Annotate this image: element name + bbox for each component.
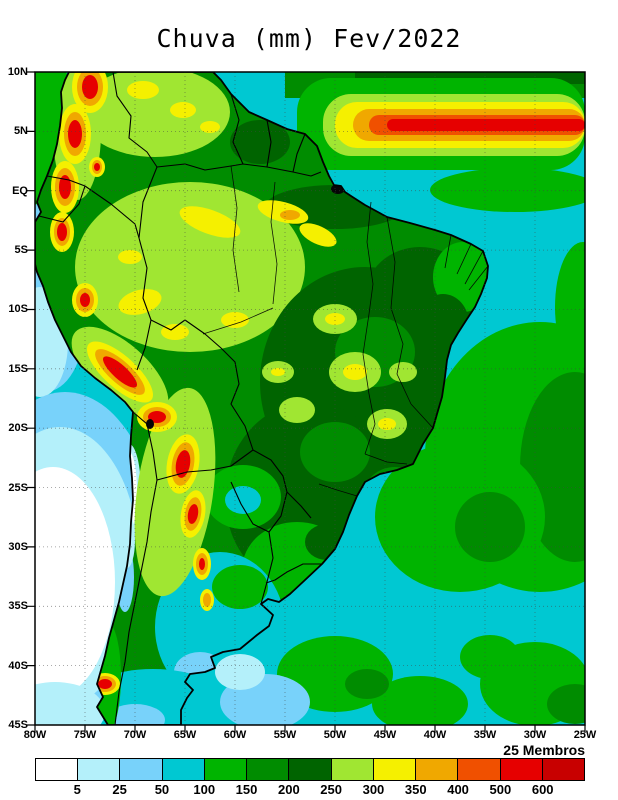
legend-color-segment [162, 759, 205, 780]
lat-tick-label: 40S [8, 659, 28, 672]
lon-axis: 80W 75W 70W 65W 60W 55W 50W 45W 40W 35W 30W 25W [24, 729, 597, 743]
legend-color-segment [247, 759, 290, 780]
lat-tick-label: 35S [8, 600, 28, 613]
itcz-band [297, 78, 585, 170]
legend-value-label: 400 [447, 782, 469, 797]
precip-map-svg [27, 71, 586, 733]
legend-value-label: 200 [277, 782, 300, 797]
lon-tick-label: 35W [473, 729, 497, 741]
legend-color-segment [36, 759, 79, 780]
lat-tick-label: EQ [12, 184, 28, 197]
lat-tick-label: 5N [13, 125, 28, 138]
lon-tick-label: 60W [223, 729, 247, 741]
legend-value-label: 5 [73, 782, 81, 797]
lon-tick-label: 70W [123, 729, 147, 741]
lon-tick-label: 50W [323, 729, 347, 741]
legend-color-segment [78, 759, 121, 780]
lat-tick-label: 15S [8, 362, 28, 375]
legend-value-label: 150 [235, 782, 258, 797]
lat-tick-label: 10N [7, 66, 28, 78]
legend-members-label: 25 Membros [503, 742, 585, 758]
legend-bar [35, 758, 585, 781]
legend-value-label: 300 [362, 782, 385, 797]
legend-color-segment [373, 759, 417, 780]
legend-color-segment [289, 759, 332, 780]
lat-tick-label: 25S [8, 481, 28, 494]
legend-color-segment [458, 759, 501, 780]
lon-tick-label: 25W [573, 729, 597, 741]
legend-color-segment [120, 759, 163, 780]
legend-value-label: 100 [193, 782, 216, 797]
lon-tick-label: 45W [373, 729, 397, 741]
lat-tick-label: 10S [8, 303, 28, 316]
legend-value-label: 350 [404, 782, 427, 797]
legend-value-label: 600 [531, 782, 554, 797]
lon-tick-label: 65W [173, 729, 197, 741]
legend-color-segment [331, 759, 374, 780]
lon-tick-label: 55W [273, 729, 297, 741]
state-borders [202, 165, 489, 497]
lat-tick-label: 5S [14, 244, 28, 257]
chart-title: Chuva (mm) Fev/2022 [156, 24, 462, 53]
lat-tick-label: 45S [8, 719, 28, 731]
legend-value-label: 500 [489, 782, 512, 797]
country-borders [38, 72, 322, 725]
map-frame [34, 71, 586, 726]
legend-color-segment [500, 759, 543, 780]
lat-tick-label: 20S [8, 422, 28, 435]
lat-tick-label: 30S [8, 540, 28, 553]
map [27, 71, 586, 733]
legend-value-label: 50 [154, 782, 170, 797]
lon-tick-label: 40W [423, 729, 447, 741]
axis-ticks [27, 71, 586, 733]
legend-color-segment [204, 759, 248, 780]
lon-tick-label: 30W [523, 729, 547, 741]
legend-labels: 5 25 50 100 150 200 250 300 350 400 500 600 [35, 782, 585, 798]
lat-axis: 10N 5N EQ 5S 10S 15S 20S 25S 30S 35S 40S 45S [0, 66, 33, 731]
legend-value-label: 250 [320, 782, 342, 797]
lon-tick-label: 75W [73, 729, 97, 741]
legend-color-segment [416, 759, 459, 780]
legend-value-label: 25 [112, 782, 127, 797]
legend-color-segment [542, 759, 585, 780]
lon-tick-label: 80W [23, 729, 47, 741]
